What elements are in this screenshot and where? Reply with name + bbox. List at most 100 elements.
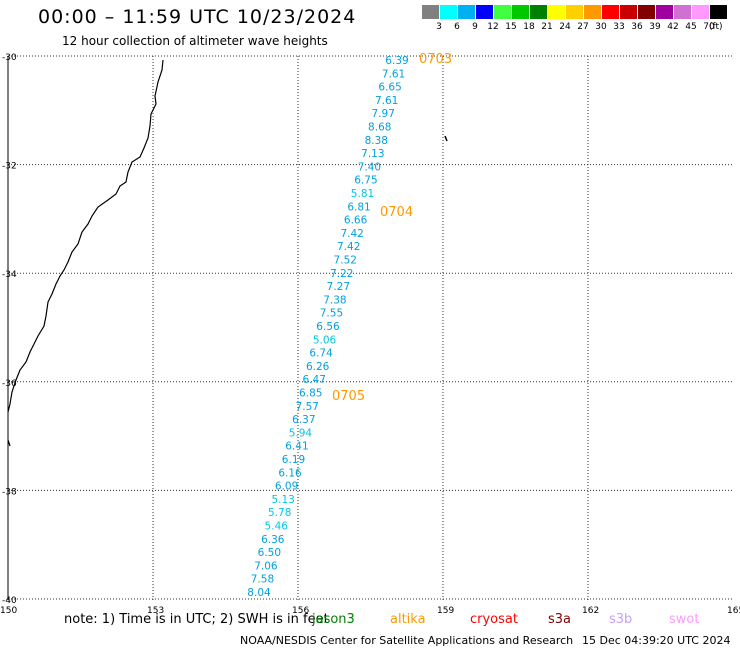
swh-value: 8.04	[247, 587, 271, 599]
swh-value: 7.42	[337, 241, 360, 253]
legend-swatch	[656, 5, 673, 19]
swh-value: 7.27	[327, 281, 350, 293]
swh-value: 6.65	[378, 82, 401, 94]
swh-value: 6.75	[354, 175, 377, 187]
legend-swatch	[440, 5, 457, 19]
swh-value: 5.13	[271, 494, 294, 506]
legend-label: 33	[613, 22, 625, 32]
swh-value: 6.26	[306, 361, 330, 373]
lat-tick-label: -36	[2, 379, 17, 389]
coast-fragment	[7, 439, 11, 447]
swh-value: 6.37	[292, 414, 315, 426]
swh-values: 6.397.616.657.617.978.688.387.137.406.75…	[247, 55, 408, 599]
lat-tick-label: -32	[2, 162, 17, 172]
pass-time-labels: 0703 0704 0705	[332, 52, 452, 404]
swh-value: 7.22	[330, 268, 353, 280]
legend-label: 70	[703, 22, 715, 32]
page-subtitle: 12 hour collection of altimeter wave hei…	[62, 34, 328, 48]
satellite-label-s3b: s3b	[609, 612, 633, 627]
lon-tick-label: 153	[147, 606, 164, 616]
footer-credit: NOAA/NESDIS Center for Satellite Applica…	[240, 634, 574, 647]
swh-value: 7.06	[254, 560, 278, 572]
lat-tick-label: -40	[2, 596, 17, 606]
swh-value: 6.41	[285, 441, 308, 453]
legend-swatch	[710, 5, 727, 19]
legend-swatch	[422, 5, 439, 19]
swh-value: 5.46	[265, 521, 289, 533]
swh-value: 7.57	[296, 401, 319, 413]
swh-value: 5.78	[268, 507, 291, 519]
satellite-label-s3a: s3a	[548, 612, 572, 627]
swh-value: 6.50	[258, 547, 281, 559]
legend-label: 30	[595, 22, 607, 32]
legend-label: 3	[436, 22, 442, 32]
swh-value: 8.38	[365, 135, 388, 147]
lat-tick-label: -30	[2, 53, 17, 63]
swh-value: 6.47	[303, 374, 326, 386]
swh-value: 6.74	[309, 348, 333, 360]
swh-value: 5.81	[351, 188, 374, 200]
swh-value: 7.61	[375, 95, 398, 107]
swh-value: 6.19	[282, 454, 305, 466]
swh-value: 6.85	[299, 388, 322, 400]
legend-label: 15	[505, 22, 517, 32]
swh-value: 7.42	[340, 228, 363, 240]
swh-value: 7.52	[334, 255, 357, 267]
lon-tick-label: 156	[292, 606, 309, 616]
swh-value: 6.81	[347, 201, 370, 213]
swh-value: 6.09	[275, 481, 298, 493]
legend-label: 45	[685, 22, 697, 32]
lon-tick-label: 159	[437, 606, 454, 616]
pass-time-label: 0703	[419, 52, 452, 67]
swh-value: 6.66	[344, 215, 368, 227]
lat-tick-label: -34	[2, 270, 17, 280]
legend-swatch	[494, 5, 511, 19]
legend-label: 24	[559, 22, 571, 32]
legend-label: 39	[649, 22, 661, 32]
pass-time-label: 0704	[380, 205, 413, 220]
page-title: 00:00 – 11:59 UTC 10/23/2024	[38, 6, 357, 28]
lat-lon-grid	[7, 55, 732, 600]
pass-time-label: 0705	[332, 389, 365, 404]
legend-swatch	[620, 5, 637, 19]
legend-unit: (ft)	[709, 22, 723, 32]
legend-label: 18	[523, 22, 535, 32]
coastline-path	[7, 59, 164, 413]
footer-timestamp: 15 Dec 04:39:20 UTC 2024	[582, 634, 731, 647]
legend-swatch	[584, 5, 601, 19]
legend-label: 12	[487, 22, 499, 32]
lon-tick-label: 165	[727, 606, 740, 616]
swh-value: 8.68	[368, 122, 391, 134]
legend-swatch	[602, 5, 619, 19]
legend-swatch	[566, 5, 583, 19]
swh-value: 5.94	[289, 427, 313, 439]
swh-value: 7.55	[320, 308, 343, 320]
swh-value: 6.16	[278, 467, 302, 479]
legend-swatch	[674, 5, 691, 19]
lon-tick-label: 162	[582, 606, 599, 616]
legend-swatch	[692, 5, 709, 19]
legend-swatch	[548, 5, 565, 19]
swh-value: 7.58	[251, 574, 274, 586]
swh-value: 7.13	[361, 148, 384, 160]
legend-swatch	[476, 5, 493, 19]
satellite-label-jason3: jason3	[312, 612, 355, 627]
note-text: note: 1) Time is in UTC; 2) SWH is in fe…	[64, 612, 329, 627]
legend-swatch	[638, 5, 655, 19]
legend-label: 6	[454, 22, 460, 32]
legend-label: 21	[541, 22, 553, 32]
swh-value: 6.36	[261, 534, 285, 546]
swh-value: 6.39	[385, 55, 408, 67]
swh-value: 7.97	[372, 108, 395, 120]
legend-label: 36	[631, 22, 643, 32]
legend-label: 27	[577, 22, 589, 32]
satellite-label-altika: altika	[390, 612, 426, 627]
lat-tick-label: -38	[2, 487, 17, 497]
legend-swatch	[458, 5, 475, 19]
legend-label: 42	[667, 22, 679, 32]
legend-swatch	[512, 5, 529, 19]
swh-value: 5.06	[313, 334, 337, 346]
swh-value: 7.40	[358, 161, 381, 173]
